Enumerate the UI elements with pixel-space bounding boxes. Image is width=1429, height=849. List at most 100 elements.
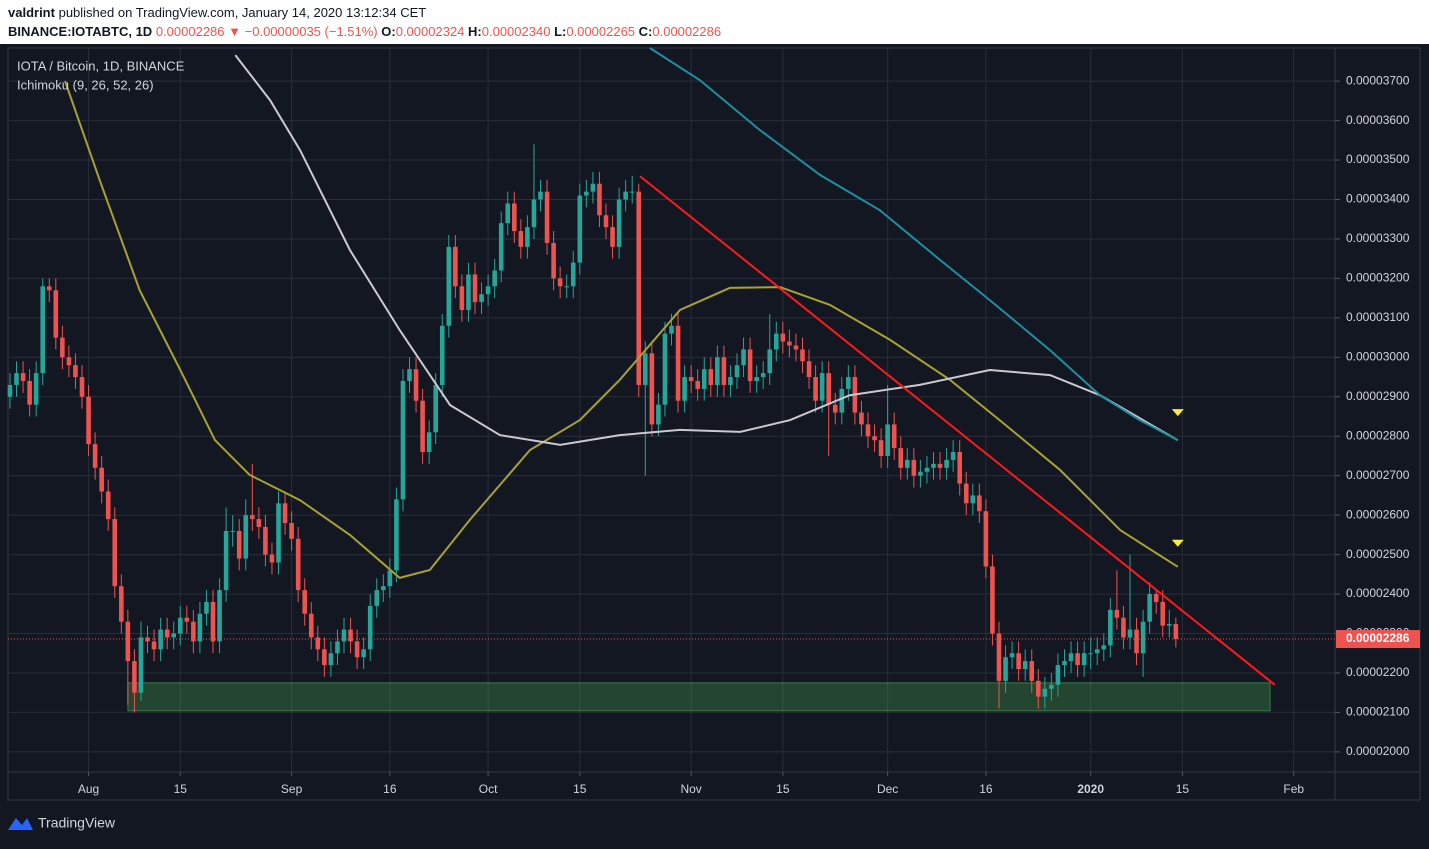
y-tick-label: 0.00002200 bbox=[1346, 665, 1410, 679]
y-tick-label: 0.00002400 bbox=[1346, 586, 1410, 600]
candle-body bbox=[204, 601, 209, 614]
candle-body bbox=[682, 377, 687, 401]
candle-body bbox=[328, 653, 334, 666]
candle-body bbox=[780, 333, 786, 342]
y-tick-label: 0.00003500 bbox=[1346, 152, 1410, 166]
candle-body bbox=[767, 349, 773, 374]
candle-body bbox=[407, 369, 412, 382]
candle-body bbox=[236, 530, 242, 559]
candle-body bbox=[53, 290, 59, 338]
candle-body bbox=[610, 227, 615, 247]
candle-body bbox=[721, 357, 727, 385]
ohlc-label: L: bbox=[554, 24, 566, 39]
grid bbox=[8, 48, 1335, 772]
candle-body bbox=[459, 286, 465, 310]
candle-body bbox=[400, 381, 406, 500]
candle-body bbox=[197, 613, 203, 642]
candle-body bbox=[787, 341, 792, 346]
candle-body bbox=[832, 404, 838, 413]
candle-body bbox=[551, 242, 556, 279]
axes: 0.000020000.000021000.000022000.00002300… bbox=[78, 73, 1420, 796]
candle-body bbox=[479, 294, 484, 303]
candle-body bbox=[505, 203, 511, 224]
x-tick-label: 2020 bbox=[1077, 782, 1104, 796]
candle-body bbox=[99, 467, 104, 492]
candle-body bbox=[394, 499, 399, 571]
x-tick-label: Sep bbox=[281, 782, 303, 796]
x-tick-label: Aug bbox=[78, 782, 99, 796]
candle-body bbox=[426, 432, 432, 453]
candle-body bbox=[826, 373, 831, 405]
header-band bbox=[0, 0, 1429, 44]
x-tick-label: 15 bbox=[174, 782, 188, 796]
x-tick-label: 15 bbox=[1176, 782, 1190, 796]
candle-body bbox=[341, 629, 347, 642]
candle-body bbox=[747, 349, 753, 382]
candle-body bbox=[603, 215, 609, 228]
author: valdrint bbox=[8, 5, 56, 20]
ohlc-label: C: bbox=[639, 24, 653, 39]
candle-body bbox=[1049, 684, 1054, 689]
candle-body bbox=[643, 353, 648, 385]
candle-body bbox=[1022, 661, 1028, 670]
legend-indicator: Ichimoku (9, 26, 52, 26) bbox=[17, 77, 154, 92]
candle-body bbox=[1114, 609, 1120, 618]
candle-body bbox=[243, 515, 249, 559]
candle-body bbox=[1166, 624, 1172, 626]
candle-body bbox=[996, 633, 1002, 681]
candle-body bbox=[1081, 653, 1087, 666]
candle-body bbox=[184, 617, 190, 622]
candle-body bbox=[14, 373, 19, 385]
candle-body bbox=[872, 436, 877, 441]
candle-body bbox=[387, 570, 393, 587]
y-tick-label: 0.00003600 bbox=[1346, 113, 1410, 127]
x-tick-label: 15 bbox=[573, 782, 587, 796]
y-tick-label: 0.00002600 bbox=[1346, 507, 1410, 521]
logo-icon bbox=[8, 818, 33, 830]
candle-body bbox=[282, 503, 288, 524]
candle-body bbox=[492, 270, 497, 287]
candle-body bbox=[276, 503, 281, 563]
candle-body bbox=[217, 590, 222, 642]
high: 0.00002340 bbox=[482, 24, 551, 39]
x-tick-label: Feb bbox=[1283, 782, 1304, 796]
candle-body bbox=[1088, 653, 1093, 655]
candle-body bbox=[649, 353, 655, 425]
arrow: ▼ bbox=[228, 24, 241, 39]
candle-body bbox=[898, 448, 904, 468]
logo: TradingView bbox=[8, 815, 116, 831]
candle-body bbox=[846, 377, 851, 389]
candle-body bbox=[800, 349, 805, 362]
candle-body bbox=[1042, 688, 1048, 697]
candle-body bbox=[656, 404, 661, 425]
candle-body bbox=[819, 373, 825, 401]
candle-body bbox=[1009, 653, 1015, 658]
indicator-line bbox=[649, 47, 1179, 442]
candle-body bbox=[295, 538, 301, 591]
candle-body bbox=[1108, 609, 1113, 646]
candle-body bbox=[1147, 594, 1152, 622]
candle-body bbox=[1075, 653, 1080, 666]
header-line: BINANCE:IOTABTC, 1D 0.00002286 ▼ −0.0000… bbox=[8, 24, 721, 39]
y-tick-label: 0.00003400 bbox=[1346, 192, 1410, 206]
candle-body bbox=[439, 325, 445, 385]
candle-body bbox=[734, 365, 740, 378]
candle-body bbox=[367, 605, 373, 650]
candle-body bbox=[544, 191, 550, 243]
candle-body bbox=[453, 246, 458, 287]
candle-body bbox=[931, 463, 936, 468]
x-tick-label: Nov bbox=[680, 782, 701, 796]
indicator-line bbox=[64, 80, 1179, 580]
candle-body bbox=[1055, 665, 1061, 685]
candle-body bbox=[662, 333, 668, 405]
candle-body bbox=[577, 195, 583, 263]
candle-body bbox=[970, 495, 976, 504]
y-tick-label: 0.00003300 bbox=[1346, 231, 1410, 245]
candle-body bbox=[538, 191, 543, 200]
candle-body bbox=[164, 629, 170, 638]
candle-body bbox=[27, 381, 32, 405]
candle-body bbox=[485, 286, 491, 295]
candle-body bbox=[374, 590, 380, 606]
candle-body bbox=[924, 467, 930, 472]
candle-body bbox=[151, 641, 157, 650]
